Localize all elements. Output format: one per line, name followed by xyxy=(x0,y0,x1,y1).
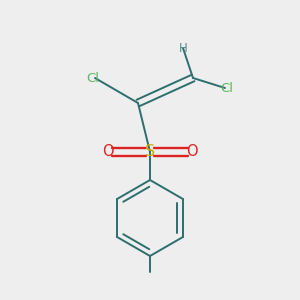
Text: O: O xyxy=(102,145,114,160)
Text: S: S xyxy=(145,145,155,160)
Text: Cl: Cl xyxy=(86,71,100,85)
Text: Cl: Cl xyxy=(220,82,233,94)
Text: O: O xyxy=(186,145,198,160)
Text: H: H xyxy=(178,41,188,55)
